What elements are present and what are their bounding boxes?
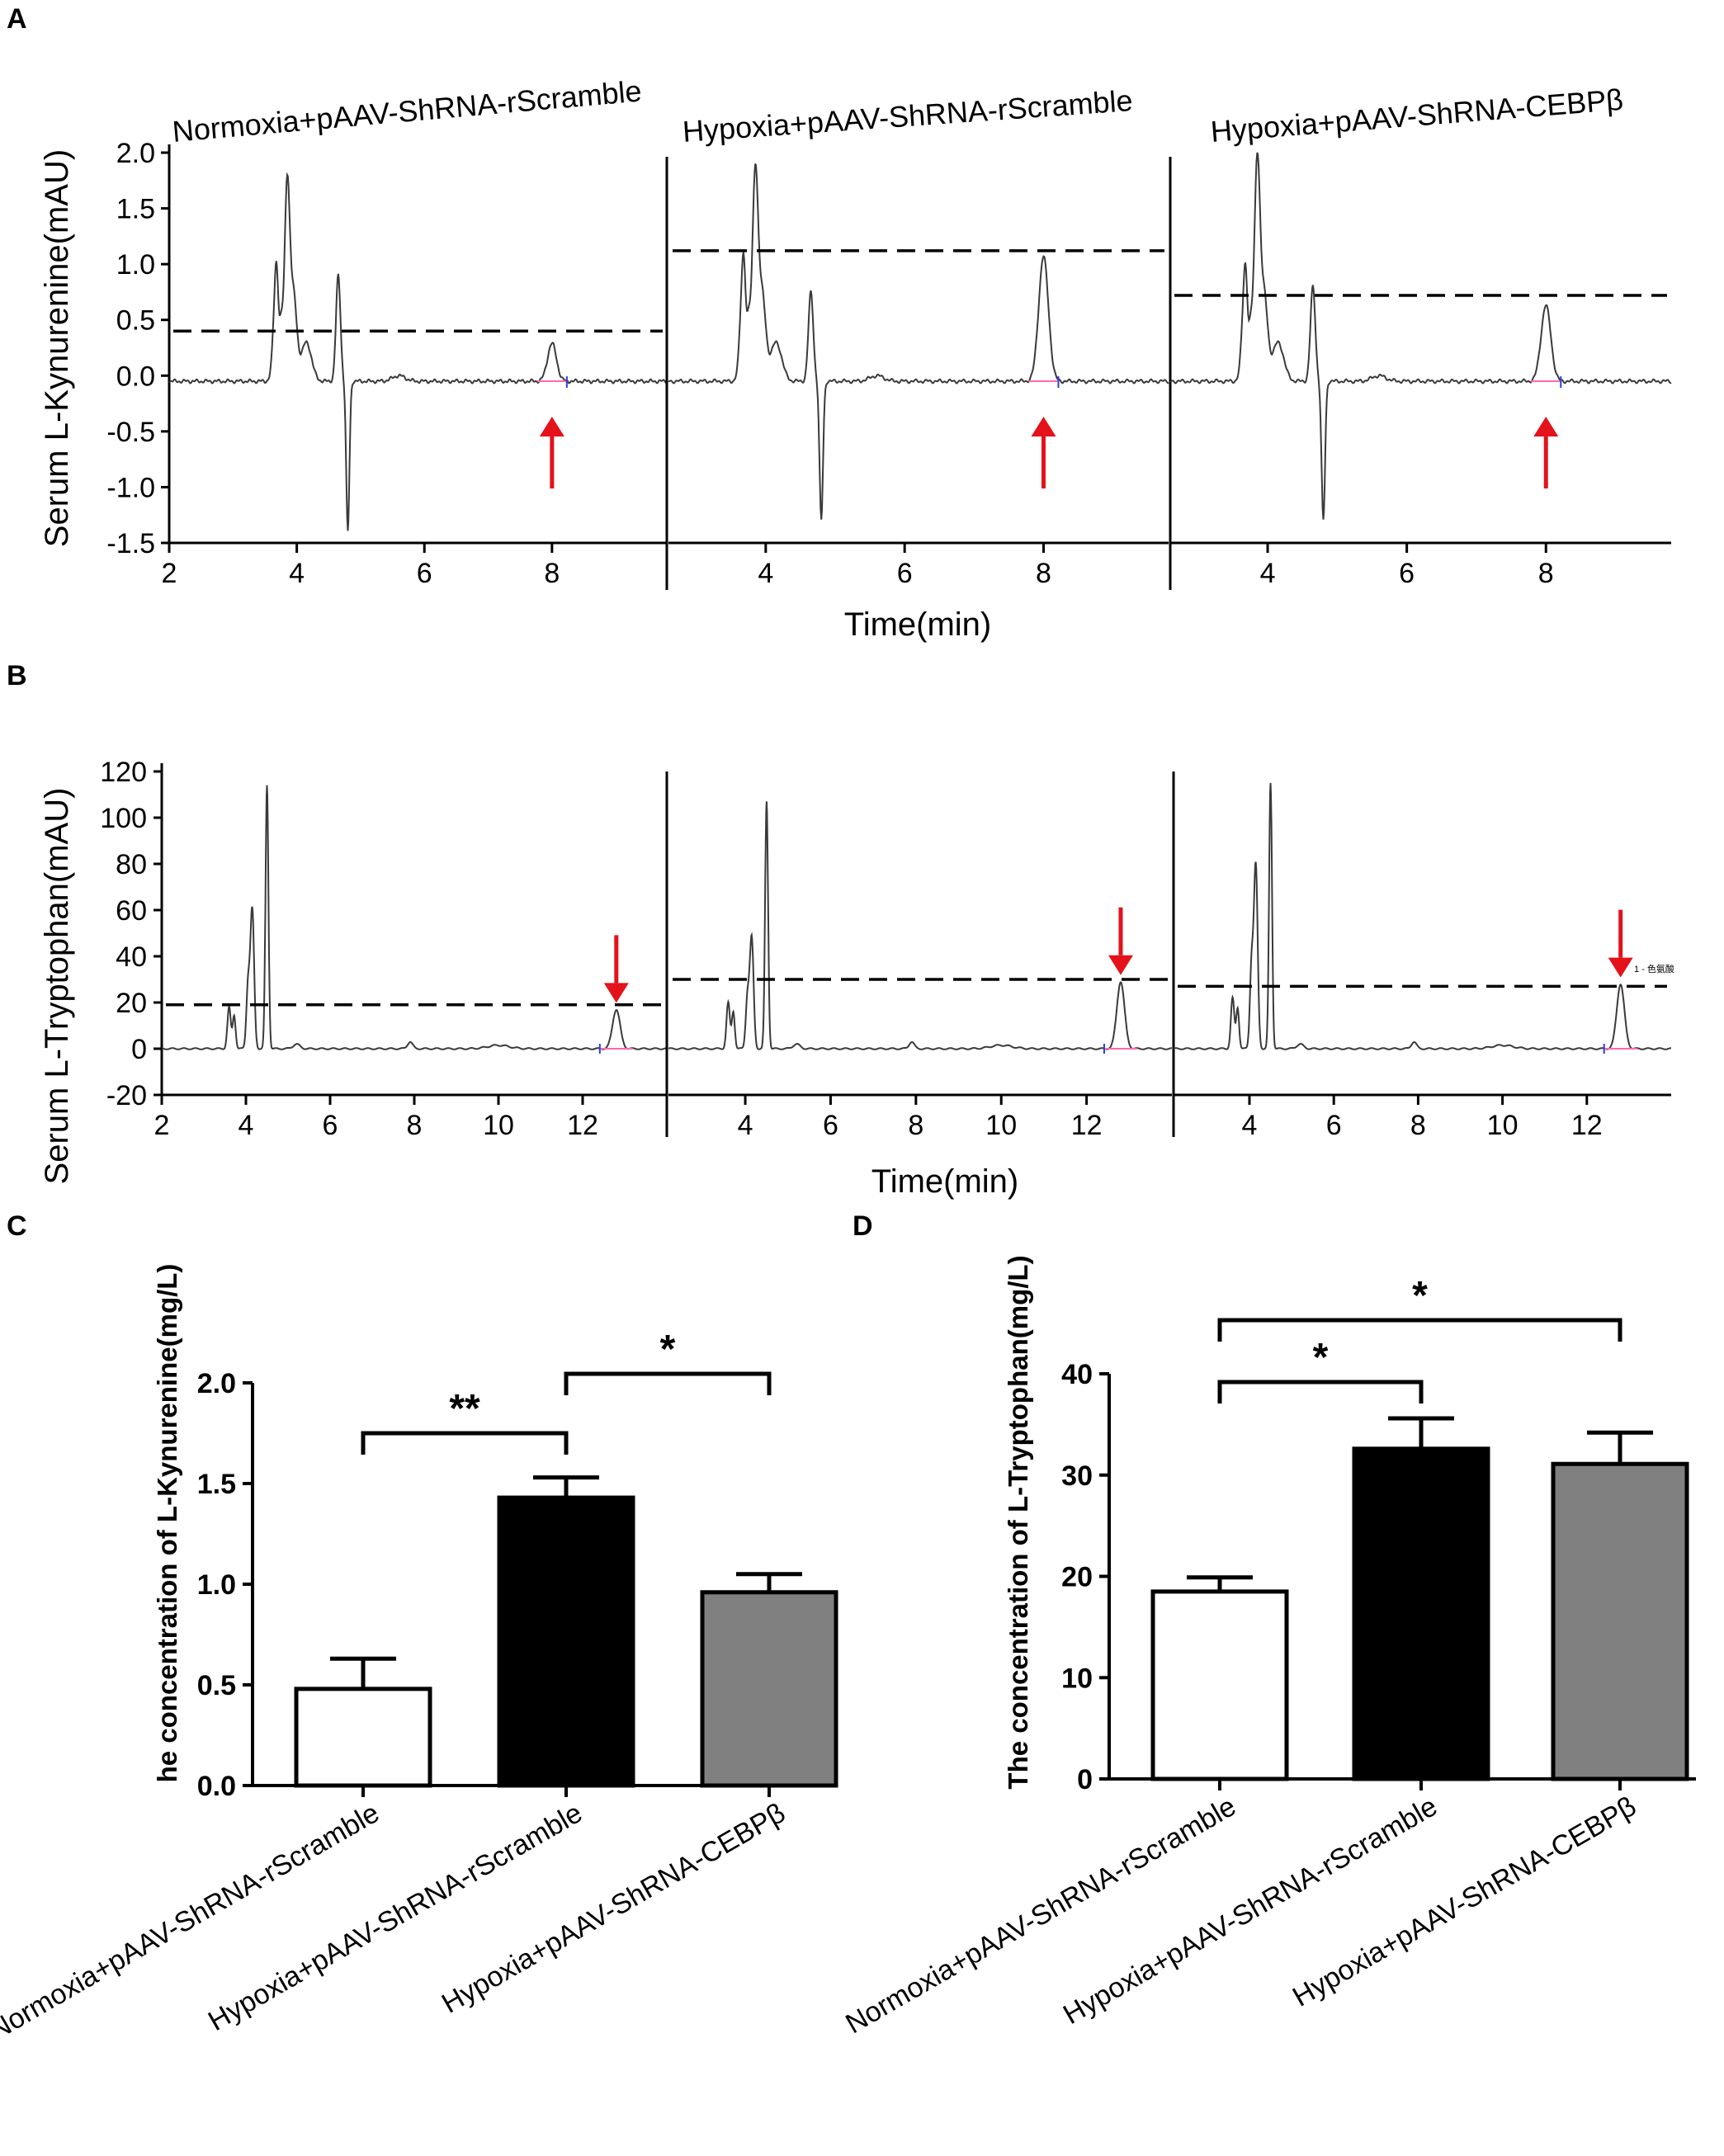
panel-a-y-tick-label: 1.0: [116, 249, 155, 281]
panel-b-x-tick-label: 8: [407, 1110, 423, 1141]
panel-a-x-tick-label: 8: [1036, 558, 1051, 589]
panel-d-y-tick-label: 20: [1061, 1562, 1093, 1593]
panel-a-y-title: Serum L-Kynurenine(mAU): [39, 149, 75, 547]
panel-c-significance-label: **: [449, 1387, 480, 1431]
panel-a-trace: [668, 163, 1169, 520]
panel-c-y-tick-label: 0.0: [197, 1771, 236, 1802]
panel-b-x-tick-label: 4: [1242, 1110, 1258, 1141]
panel-d-y-tick-label: 0: [1077, 1764, 1093, 1795]
panel-c-y-tick-label: 0.5: [197, 1670, 236, 1701]
panel-b-x-tick-label: 10: [1487, 1110, 1519, 1141]
panel-letter-a: A: [7, 3, 27, 35]
panel-a-x-tick-label: 6: [417, 558, 432, 589]
panel-letter-b: B: [7, 660, 27, 691]
panel-d-bar: [1352, 1446, 1490, 1781]
panel-c-y-tick-label: 1.5: [197, 1469, 236, 1500]
panel-d-significance-bracket: [1217, 1380, 1424, 1404]
panel-c-significance-bracket: [564, 1371, 772, 1395]
panel-b-arrow-head: [1608, 957, 1633, 978]
panel-b-x-tick-label: 6: [823, 1110, 838, 1141]
panel-letter-c: C: [7, 1210, 27, 1242]
panel-b-arrow: [1108, 907, 1133, 975]
panel-a-arrow: [1031, 417, 1056, 488]
panel-a-chromatograms: 2.0 1.5 1.0 0.5 0.0 -0.5 -1.0 -1.52 4 6 8 4 6 8 4 6 8: [106, 138, 1672, 590]
panel-b-x-tick-label: 6: [323, 1110, 338, 1141]
panel-a-y-tick-label: -1.0: [106, 472, 155, 503]
panel-b-y-title: Serum L-Tryptophan(mAU): [39, 788, 75, 1185]
panel-b-y-tick-label: 60: [116, 895, 147, 927]
panel-a-arrow: [539, 417, 564, 488]
panel-b-x-tick-label: 8: [908, 1110, 923, 1141]
panel-a-arrow-head: [1533, 417, 1559, 436]
panel-a-x-title: Time(min): [844, 606, 992, 643]
panel-a-x-tick-label: 4: [758, 558, 773, 589]
panel-a-x-tick-label: 8: [1538, 558, 1554, 589]
panel-c-bar: [497, 1495, 635, 1788]
panel-b-x-tick-label: 12: [1071, 1110, 1103, 1141]
panel-b-arrow-head: [1108, 955, 1133, 975]
panel-a-y-tick-label: -0.5: [106, 417, 155, 448]
panel-c-bar: [700, 1590, 838, 1788]
panel-b-trace: [1173, 782, 1671, 1050]
panel-a-arrow-head: [539, 417, 564, 436]
panel-b-x-tick-label: 4: [239, 1110, 254, 1141]
panel-b-trace: [161, 785, 667, 1050]
panel-c-y-tick-label: 1.0: [197, 1569, 236, 1601]
panel-b-x-tick-label: 4: [738, 1110, 753, 1141]
panel-a-y-tick-label: 0.5: [116, 305, 155, 337]
panel-b-arrow: [603, 935, 629, 1003]
panel-letter-d: D: [853, 1210, 873, 1242]
panel-a-y-tick-label: -1.5: [106, 528, 155, 559]
panel-c-y-tick-label: 2.0: [197, 1368, 236, 1399]
panel-d-significance-label: *: [1412, 1274, 1428, 1318]
panel-b-x-title: Time(min): [871, 1163, 1019, 1200]
panel-b-x-tick-label: 10: [985, 1110, 1017, 1141]
panel-b-x-tick-label: 2: [154, 1110, 170, 1141]
panel-b-x-tick-label: 10: [483, 1110, 514, 1141]
panel-a-arrow-head: [1031, 417, 1056, 436]
panel-a-y-tick-label: 1.5: [116, 194, 155, 225]
panel-d-bar: [1551, 1461, 1689, 1781]
panel-b-x-tick-label: 12: [1571, 1110, 1603, 1141]
panel-a-x-tick-label: 4: [289, 558, 305, 589]
panel-a-y-tick-label: 2.0: [116, 138, 155, 169]
panel-d-significance-bracket: [1217, 1318, 1622, 1342]
panel-a-trace: [1169, 152, 1672, 520]
panel-a-trace: [168, 172, 668, 531]
panel-b-y-tick-label: 120: [100, 757, 147, 788]
panel-b-y-tick-label: 0: [131, 1034, 147, 1065]
panel-b-x-tick-label: 12: [567, 1110, 598, 1141]
panel-a-x-tick-label: 4: [1260, 558, 1276, 589]
panel-c-bar: [294, 1687, 432, 1788]
panel-b-x-tick-label: 6: [1326, 1110, 1342, 1141]
panel-b-arrow: [1608, 909, 1633, 978]
panel-d-significance-label: *: [1313, 1336, 1329, 1380]
panel-d-bar: [1150, 1589, 1289, 1781]
panel-a-x-tick-label: 8: [544, 558, 560, 589]
panel-b-x-tick-label: 8: [1410, 1110, 1426, 1141]
panel-a-x-tick-label: 6: [1399, 558, 1415, 589]
panel-a-x-tick-label: 6: [897, 558, 913, 589]
panel-a-arrow: [1533, 417, 1559, 488]
panel-b-peak-annotation: 1 - 色氨酸: [1634, 963, 1674, 974]
panel-b-trace: [668, 801, 1172, 1050]
panel-b-chromatograms: 120 100 80 60 40 20 0 -202 4 6 8 10 12 4 6 8 10 12 4 6 8 10 12: [100, 757, 1671, 1141]
panel-b-y-tick-label: 20: [116, 988, 147, 1019]
panel-d-y-tick-label: 10: [1061, 1663, 1093, 1694]
panel-b-y-tick-label: -20: [106, 1080, 147, 1111]
panel-d-y-title: The concentration of L-Tryptophan(mg/L): [1003, 1255, 1033, 1789]
panel-a-x-tick-label: 2: [162, 558, 177, 589]
panel-c-significance-bracket: [361, 1431, 569, 1455]
panel-b-y-tick-label: 80: [116, 849, 147, 880]
panel-a-y-tick-label: 0.0: [116, 361, 155, 392]
panel-c-y-title: he concentration of L-Kynurenine(mg/L): [152, 1264, 182, 1783]
panel-d-y-tick-label: 30: [1061, 1460, 1093, 1492]
panel-b-arrow-head: [603, 983, 629, 1003]
panel-d-y-tick-label: 40: [1061, 1359, 1093, 1390]
panel-c-significance-label: *: [660, 1328, 676, 1371]
panel-b-y-tick-label: 40: [116, 941, 147, 973]
panel-b-y-tick-label: 100: [100, 803, 147, 834]
